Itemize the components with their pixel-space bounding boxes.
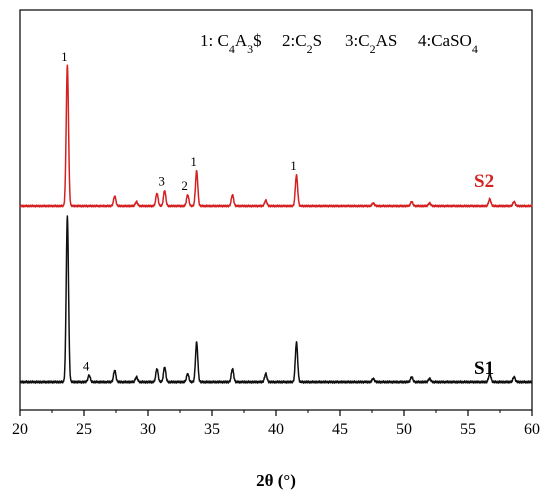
legend-entry: 2:C2S (282, 31, 322, 56)
peak-annotation: 1 (61, 49, 68, 64)
x-axis-label: 2θ (°) (256, 471, 296, 490)
plot-frame (19, 9, 533, 411)
legend-entry: 1: C4A3$ (200, 31, 262, 56)
tick-layer: 20 25 30 35 40 45 50 55 60 (12, 410, 540, 438)
peak-annotation: 4 (83, 358, 90, 373)
x-tick-label: 25 (76, 421, 92, 438)
x-tick-label: 35 (204, 421, 220, 438)
x-tick-label: 55 (460, 421, 476, 438)
x-tick-label: 40 (268, 421, 284, 438)
series-layer: S2 S1 (19, 64, 533, 384)
peak-annotation: 2 (181, 178, 188, 193)
x-tick-label: 20 (12, 421, 28, 438)
legend-entry: 3:C2AS (345, 31, 397, 56)
legend-entry: 4:CaSO4 (418, 31, 478, 56)
peak-annotation: 3 (158, 174, 165, 189)
x-tick-label: 45 (332, 421, 348, 438)
series-label-s2: S2 (474, 171, 494, 192)
legend: 1: C4A3$ 2:C2S 3:C2AS 4:CaSO4 (200, 31, 478, 56)
series-line-s2 (19, 64, 533, 208)
x-tick-label: 30 (140, 421, 156, 438)
x-tick-label: 60 (524, 421, 540, 438)
peak-annotation: 1 (190, 154, 197, 169)
x-tick-label: 50 (396, 421, 412, 438)
series-label-s1: S1 (474, 358, 494, 379)
peak-annotation: 1 (290, 158, 297, 173)
series-line-s1 (19, 215, 533, 384)
annotation-layer: 13 21 14 (61, 49, 297, 373)
